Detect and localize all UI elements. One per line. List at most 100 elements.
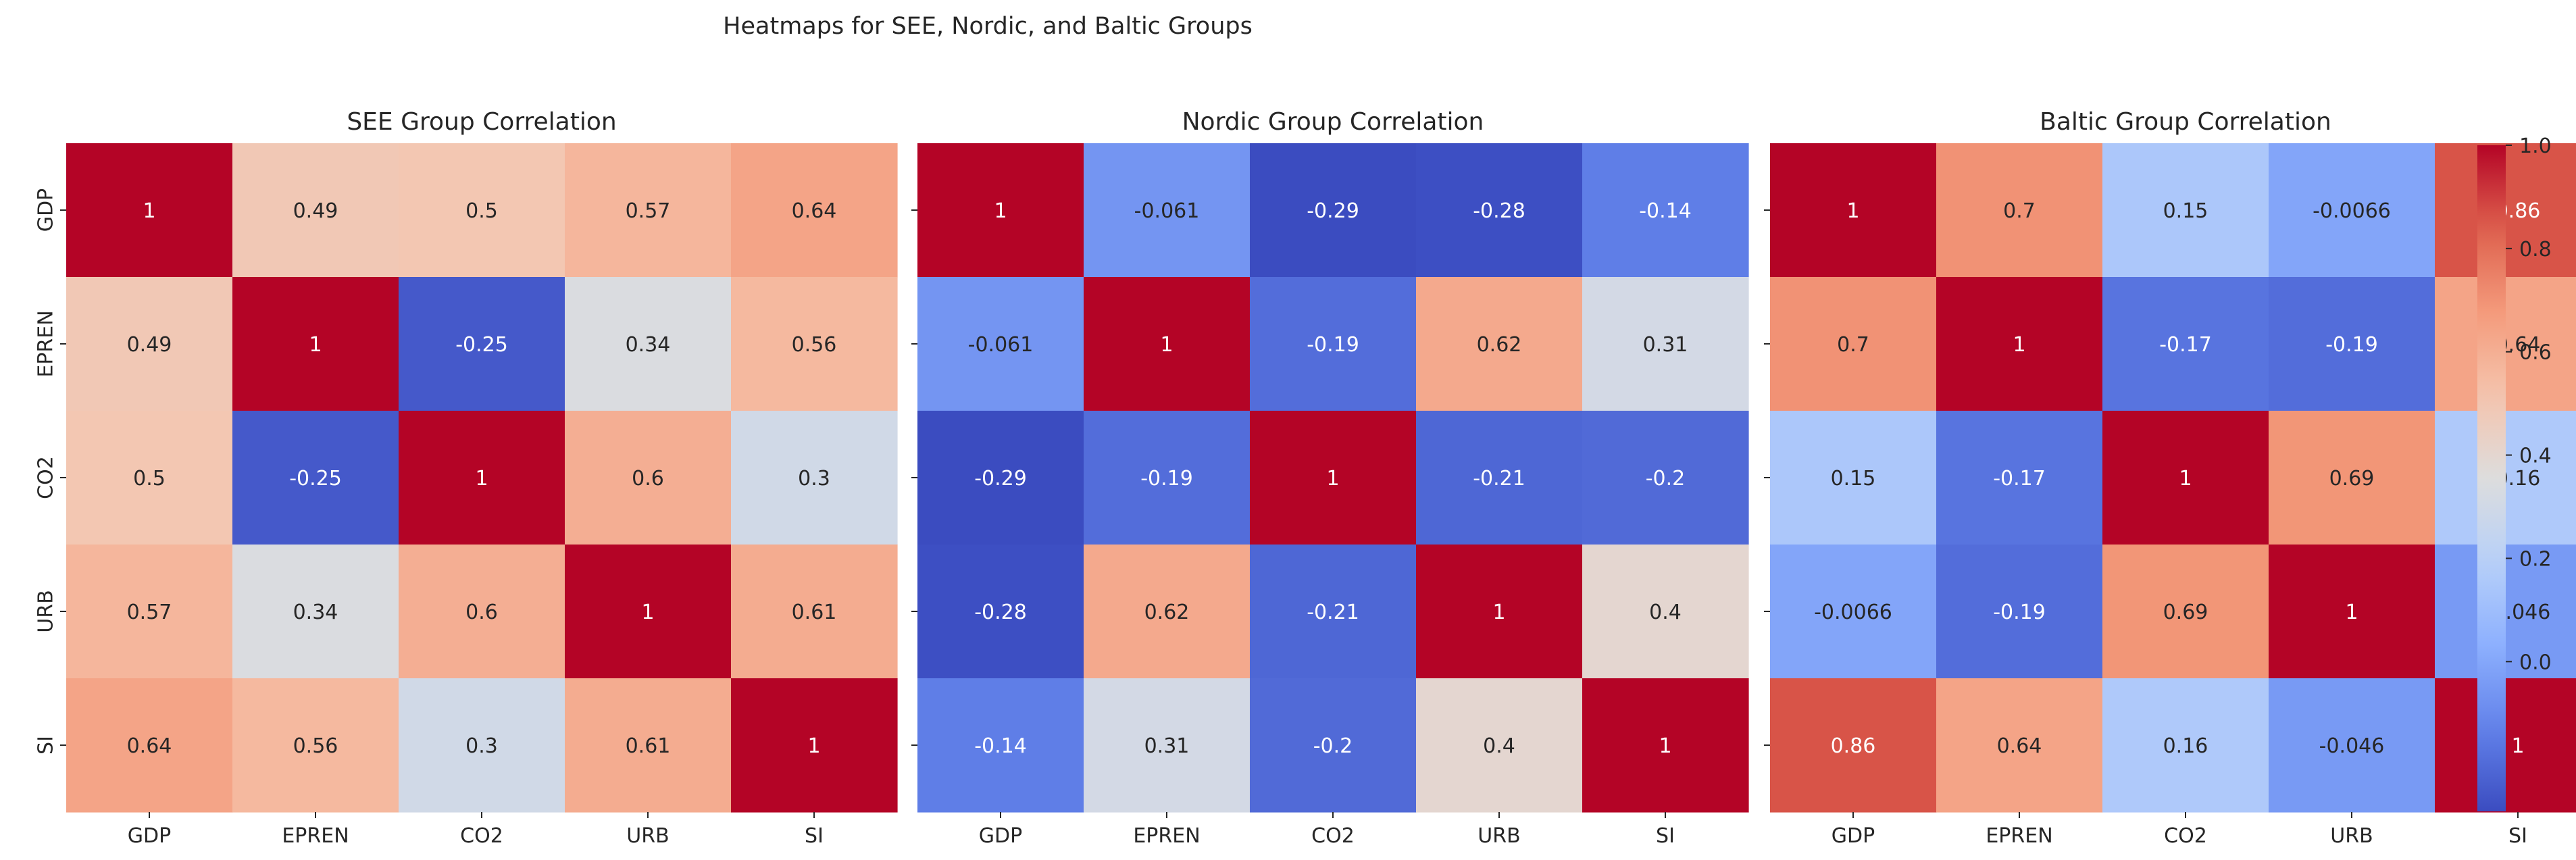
cell-label: 0.7 xyxy=(2003,199,2036,223)
cell-label: 0.4 xyxy=(1483,734,1515,758)
x-tick-label: EPREN xyxy=(1133,824,1200,848)
cell-label: -0.25 xyxy=(289,467,342,490)
heatmap-cell xyxy=(232,277,399,411)
x-tick-label: GDP xyxy=(979,824,1022,848)
heatmap-panels: SEE Group Correlation 1 0.49 0.5 0.57 0.64 0.4… xyxy=(34,108,2576,848)
cell-label: 0.57 xyxy=(127,601,172,624)
heatmap-cell xyxy=(1084,277,1251,411)
colorbar-tick-label: 0.0 xyxy=(2519,651,2552,674)
heatmap-cell xyxy=(1582,143,1749,278)
heatmap-cell xyxy=(1770,411,1937,545)
cell-label: 0.86 xyxy=(1831,734,1876,758)
heatmap-cell xyxy=(1416,277,1583,411)
heatmap-cell xyxy=(1084,678,1251,813)
x-tick-label: SI xyxy=(2508,824,2527,848)
cell-label: -0.2 xyxy=(1646,467,1686,490)
y-tick-label: GDP xyxy=(34,188,58,232)
cell-label: 1 xyxy=(2345,601,2358,624)
panel-title: Baltic Group Correlation xyxy=(2040,108,2331,136)
cell-label: 0.3 xyxy=(465,734,498,758)
x-tick-label: URB xyxy=(626,824,669,848)
cell-label: 0.34 xyxy=(626,333,671,357)
cell-label: -0.21 xyxy=(1473,467,1525,490)
cell-label: 0.31 xyxy=(1144,734,1190,758)
cell-label: 0.64 xyxy=(1997,734,2042,758)
x-tick-label: CO2 xyxy=(460,824,503,848)
cell-label: 0.64 xyxy=(792,199,837,223)
cell-label: 0.31 xyxy=(1643,333,1688,357)
heatmap-cell xyxy=(1770,143,1937,278)
heatmap-cell xyxy=(399,678,565,813)
heatmap-cell xyxy=(399,143,565,278)
heatmap-cell xyxy=(1770,277,1937,411)
cell-label: 1 xyxy=(309,333,322,357)
cell-label: -0.0066 xyxy=(2313,199,2391,223)
heatmap-cell xyxy=(2102,545,2269,679)
heatmap-cell xyxy=(1582,545,1749,679)
cell-label: 0.69 xyxy=(2163,601,2208,624)
heatmap-cell xyxy=(1936,545,2103,679)
cell-label: -0.19 xyxy=(2325,333,2378,357)
cell-label: -0.29 xyxy=(974,467,1027,490)
heatmap-cell xyxy=(917,678,1084,813)
x-tick-label: URB xyxy=(1478,824,1520,848)
colorbar-tick-label: 1.0 xyxy=(2519,134,2552,158)
heatmap-cell xyxy=(565,545,732,679)
cell-label: 0.62 xyxy=(1477,333,1522,357)
heatmap-cell xyxy=(66,411,233,545)
heatmap-cell xyxy=(565,277,732,411)
heatmap-cell xyxy=(1416,143,1583,278)
heatmap-cell xyxy=(1936,277,2103,411)
cell-label: -0.19 xyxy=(1993,601,2046,624)
heatmap-cell xyxy=(2269,678,2435,813)
cell-label: -0.29 xyxy=(1307,199,1359,223)
heatmap-cell xyxy=(731,143,898,278)
cell-label: 1 xyxy=(1846,199,1859,223)
panel-title: SEE Group Correlation xyxy=(347,108,616,136)
heatmap-cell xyxy=(66,545,233,679)
cell-label: 0.57 xyxy=(626,199,671,223)
heatmap-cell xyxy=(1770,545,1937,679)
heatmap-cell xyxy=(66,277,233,411)
heatmap-cell xyxy=(399,277,565,411)
cell-label: 0.56 xyxy=(792,333,837,357)
heatmap-cell xyxy=(2102,277,2269,411)
x-tick-label: URB xyxy=(2330,824,2373,848)
cell-label: 1 xyxy=(1659,734,1671,758)
cell-label: -0.14 xyxy=(1639,199,1692,223)
cell-label: -0.21 xyxy=(1307,601,1359,624)
heatmap-cell xyxy=(1250,277,1417,411)
heatmap-cell xyxy=(1582,277,1749,411)
cell-label: 0.3 xyxy=(798,467,830,490)
panel-title: Nordic Group Correlation xyxy=(1182,108,1484,136)
heatmap-cell xyxy=(1582,678,1749,813)
cell-label: 1 xyxy=(2179,467,2192,490)
cell-label: 0.15 xyxy=(1831,467,1876,490)
heatmap-cell xyxy=(232,545,399,679)
heatmap-cell xyxy=(2269,143,2435,278)
cell-label: -0.28 xyxy=(1473,199,1525,223)
x-tick-label: GDP xyxy=(1832,824,1875,848)
cell-label: 1 xyxy=(1160,333,1173,357)
heatmap-cell xyxy=(1416,411,1583,545)
cell-label: 0.34 xyxy=(293,601,338,624)
cell-label: 0.69 xyxy=(2329,467,2375,490)
y-tick-label: CO2 xyxy=(34,456,58,499)
colorbar-tick-label: 0.2 xyxy=(2519,547,2552,571)
heatmap-cell xyxy=(917,277,1084,411)
heatmap-cell xyxy=(1250,545,1417,679)
heatmap-panel-1: SEE Group Correlation 1 0.49 0.5 0.57 0.64 0.4… xyxy=(34,108,898,848)
cell-label: 0.49 xyxy=(293,199,338,223)
y-tick-label: URB xyxy=(34,590,58,632)
heatmap-cell xyxy=(1582,411,1749,545)
cell-label: 0.16 xyxy=(2163,734,2208,758)
cell-label: 1 xyxy=(994,199,1007,223)
colorbar: 0.0 0.2 0.4 0.6 0.8 1.0 xyxy=(2477,134,2552,811)
colorbar-tick-label: 0.8 xyxy=(2519,238,2552,261)
x-tick-label: EPREN xyxy=(282,824,349,848)
heatmap-cell xyxy=(232,143,399,278)
cell-label: 1 xyxy=(2511,734,2524,758)
x-tick-label: CO2 xyxy=(2164,824,2207,848)
heatmap-cell xyxy=(1084,545,1251,679)
heatmap-cell xyxy=(2269,411,2435,545)
